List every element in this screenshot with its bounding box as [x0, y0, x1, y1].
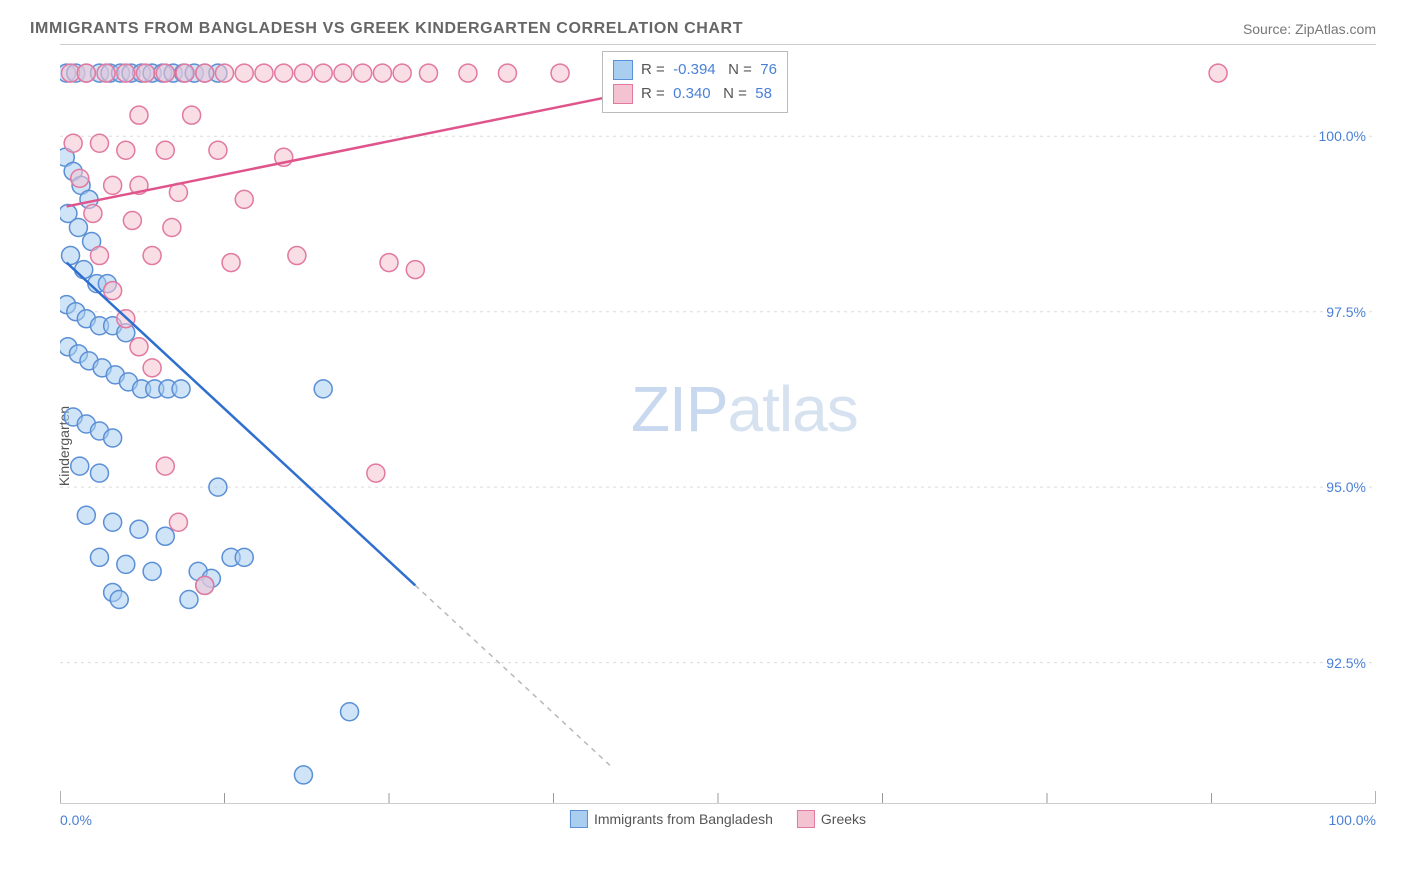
chart-header: IMMIGRANTS FROM BANGLADESH VS GREEK KIND… [20, 20, 1386, 44]
x-ticks: Immigrants from Bangladesh Greeks 0.0% 100… [60, 804, 1376, 834]
chart-container: IMMIGRANTS FROM BANGLADESH VS GREEK KIND… [20, 20, 1386, 872]
chart-title: IMMIGRANTS FROM BANGLADESH VS GREEK KIND… [30, 20, 743, 38]
chart-source: Source: ZipAtlas.com [1243, 21, 1376, 37]
correlation-row: R = 0.340 N = 58 [613, 82, 777, 106]
correlation-legend: R = -0.394 N = 76R = 0.340 N = 58 [602, 51, 788, 113]
plot-area: ZIPatlas R = -0.394 N = 76R = 0.340 N = … [60, 44, 1376, 804]
plot-svg [60, 45, 1376, 803]
legend-item: Greeks [797, 810, 866, 828]
correlation-text: R = 0.340 N = 58 [641, 82, 772, 106]
x-tick-label: 0.0% [60, 812, 92, 828]
legend-swatch [797, 810, 815, 828]
legend-swatch [613, 84, 633, 104]
correlation-text: R = -0.394 N = 76 [641, 58, 777, 82]
series-legend: Immigrants from Bangladesh Greeks [570, 810, 866, 828]
legend-item: Immigrants from Bangladesh [570, 810, 773, 828]
correlation-row: R = -0.394 N = 76 [613, 58, 777, 82]
legend-label: Greeks [821, 811, 866, 827]
legend-label: Immigrants from Bangladesh [594, 811, 773, 827]
x-tick-label: 100.0% [1329, 812, 1376, 828]
legend-swatch [613, 60, 633, 80]
legend-swatch [570, 810, 588, 828]
